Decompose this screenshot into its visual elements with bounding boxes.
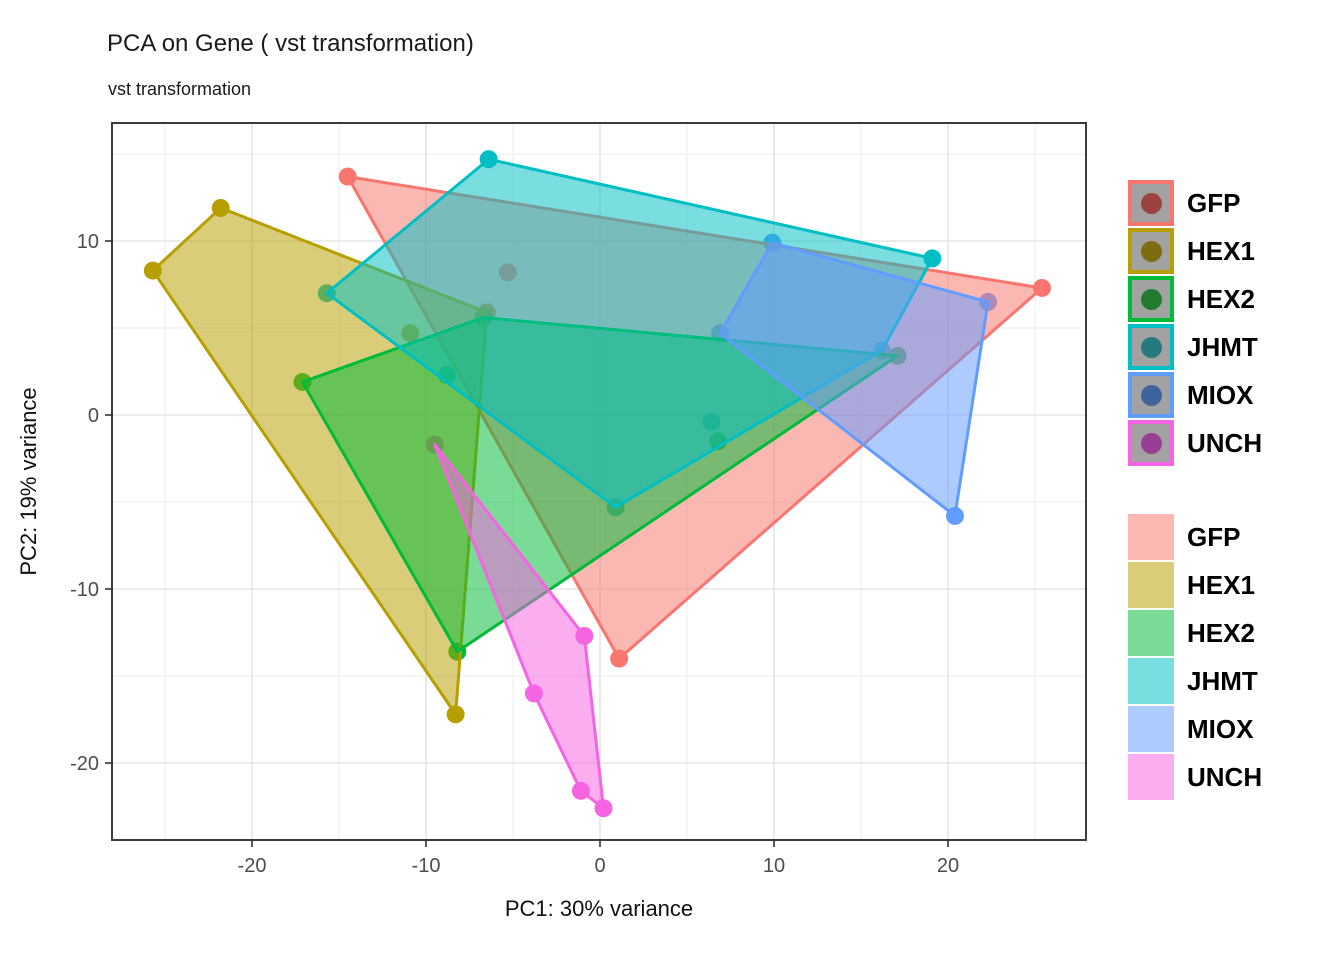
group-hull-MIOX [718,241,990,518]
legend-label: JHMT [1187,665,1258,696]
legend-key-point-MIOX [1128,372,1174,418]
legend-dot-icon [1140,336,1162,358]
legend-groups-points: GFP HEX1 HEX2 JHMT MIOX UNCH [1128,179,1262,467]
legend-key-point-HEX2 [1128,276,1174,322]
legend-label: UNCH [1187,427,1263,458]
x-tick-label: -20 [238,855,267,877]
legend-item-points-JHMT: JHMT [1128,323,1262,371]
legend-key-point-HEX1 [1128,228,1174,274]
legend-dot-icon [1140,432,1162,454]
legend-key-fill-GFP [1128,514,1174,560]
y-tick-label: -20 [70,753,99,775]
legend-key-fill-HEX2 [1128,610,1174,656]
legend-item-points-HEX2: HEX2 [1128,275,1262,323]
y-tick-label: -10 [70,579,99,601]
y-tick-label: 0 [88,405,99,427]
y-tick-label: 10 [77,231,99,253]
legend-label: UNCH [1187,761,1263,792]
legend-item-points-MIOX: MIOX [1128,371,1262,419]
y-axis-title: PC2: 19% variance [16,387,41,575]
legend-key-fill-UNCH [1128,754,1174,800]
legend-groups-fill: GFP HEX1 HEX2 JHMT MIOX UNCH [1128,513,1262,801]
legend-label: JHMT [1187,331,1258,362]
x-tick-label: -10 [412,855,441,877]
legend-item-fill-GFP: GFP [1128,513,1262,561]
legend-key-fill-JHMT [1128,658,1174,704]
legend-item-fill-JHMT: JHMT [1128,657,1262,705]
legend-item-fill-MIOX: MIOX [1128,705,1262,753]
legend-label: GFP [1187,187,1241,218]
legend-label: HEX2 [1187,617,1255,648]
legend-label: HEX1 [1187,569,1255,600]
legend-label: MIOX [1187,379,1254,410]
x-axis-title: PC1: 30% variance [505,896,693,921]
legend-label: GFP [1187,521,1241,552]
legend-key-point-UNCH [1128,420,1174,466]
x-tick-label: 0 [594,855,605,877]
legend-item-points-GFP: GFP [1128,179,1262,227]
legend-dot-icon [1140,384,1162,406]
legend-dot-icon [1140,192,1162,214]
plot-subtitle: vst transformation [108,79,252,99]
legend-dot-icon [1140,288,1162,310]
legend-item-fill-HEX2: HEX2 [1128,609,1262,657]
group-hull-UNCH [433,443,605,810]
legend-item-fill-HEX1: HEX1 [1128,561,1262,609]
legend-label: HEX1 [1187,235,1255,266]
legend-item-fill-UNCH: UNCH [1128,753,1262,801]
legend-key-fill-MIOX [1128,706,1174,752]
plot-title: PCA on Gene ( vst transformation) [107,30,474,57]
legend-key-point-GFP [1128,180,1174,226]
legend-dot-icon [1140,240,1162,262]
x-tick-label: 20 [937,855,959,877]
legend-item-points-UNCH: UNCH [1128,419,1262,467]
legend-key-fill-HEX1 [1128,562,1174,608]
legend-label: HEX2 [1187,283,1255,314]
legend-key-point-JHMT [1128,324,1174,370]
legend-item-points-HEX1: HEX1 [1128,227,1262,275]
legend-label: MIOX [1187,713,1254,744]
x-tick-label: 10 [763,855,785,877]
panel-border [111,122,1087,841]
